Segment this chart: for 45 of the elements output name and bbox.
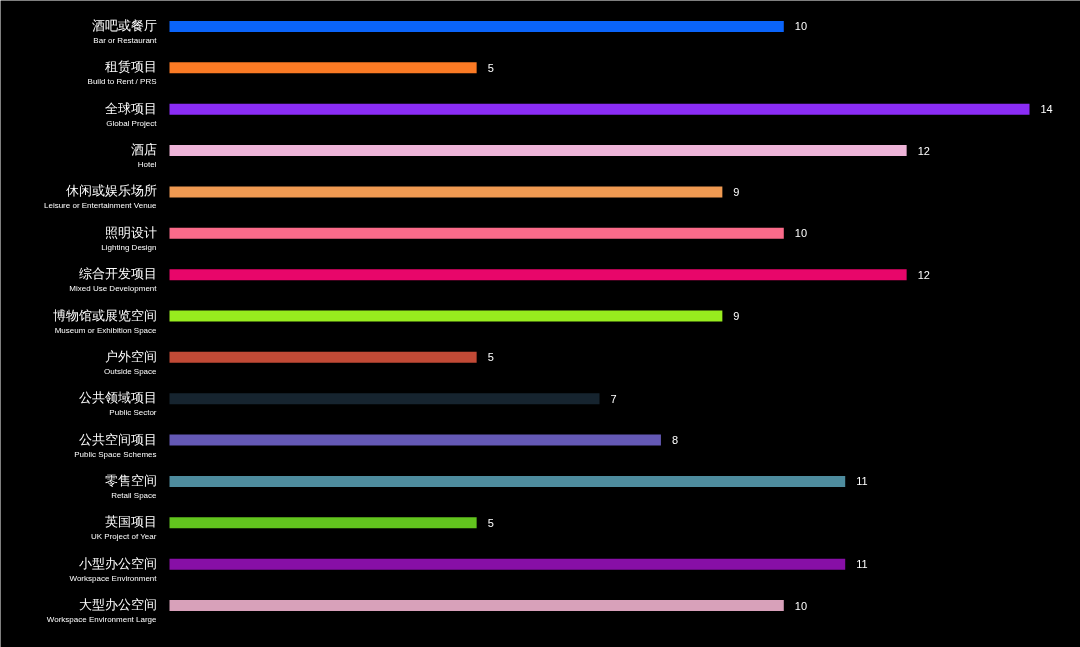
bar [169, 475, 846, 487]
bar [169, 227, 784, 239]
data-label: 11 [856, 475, 868, 488]
bar [169, 393, 600, 405]
data-label: 14 [1040, 103, 1053, 116]
y-tick-label: 大型办公空间 Workspace Environment Large [46, 597, 158, 624]
data-label: 12 [917, 268, 930, 281]
y-tick-label: 公共空间项目 Public Space Schemes [74, 431, 157, 459]
y-tick-label: 博物馆或展览空间 Museum or Exhibition Space [52, 307, 158, 335]
bar [169, 558, 846, 570]
data-label: 12 [917, 144, 930, 157]
y-tick-label: 酒吧或餐厅 Bar or Restaurant [91, 18, 158, 45]
y-tick-label: 休闲或娱乐场所 Leisure or Entertainment Venue [43, 183, 158, 211]
data-label: 5 [487, 516, 494, 529]
data-label: 9 [733, 310, 740, 322]
bar [169, 62, 477, 74]
data-label: 8 [671, 434, 679, 447]
bar [169, 103, 1030, 115]
data-label: 11 [856, 558, 868, 571]
bar [169, 310, 723, 322]
bar [169, 21, 784, 32]
data-label: 10 [794, 20, 808, 33]
bar [169, 145, 907, 157]
bar [169, 517, 477, 529]
bar [169, 600, 784, 611]
y-tick-label: 公共领域项目 Public Sector [78, 390, 157, 418]
bar [169, 351, 477, 363]
y-tick-label: 英国项目 UK Project of Year [90, 514, 157, 542]
y-tick-label: 小型办公空间 Workspace Environment [69, 555, 158, 583]
y-tick-label: 全球项目 Global Project [104, 100, 158, 128]
bar [169, 434, 661, 446]
y-tick-label: 零售空间 Retail Space [104, 472, 158, 500]
data-label: 5 [487, 351, 494, 364]
bar [169, 186, 723, 198]
bar [169, 269, 907, 281]
y-tick-label: 租赁项目 Build to Rent / PRS [87, 59, 157, 87]
y-tick-label: 综合开发项目 Mixed Use Development [69, 266, 158, 294]
data-label: 9 [733, 185, 740, 198]
data-label: 7 [610, 392, 617, 405]
data-label: 10 [794, 599, 808, 612]
y-tick-label: 酒店 Hotel [130, 142, 157, 170]
data-label: 5 [487, 61, 494, 74]
y-tick-label: 照明设计 Lighting Design [101, 224, 157, 252]
y-tick-label: 户外空间 Outside Space [104, 348, 158, 376]
data-label: 10 [794, 227, 808, 240]
